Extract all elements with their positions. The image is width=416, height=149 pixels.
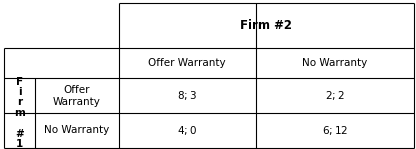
Text: Firm #2: Firm #2 bbox=[240, 19, 292, 32]
Text: $4; $0: $4; $0 bbox=[177, 124, 197, 137]
Text: $2;  $2: $2; $2 bbox=[325, 89, 345, 102]
Text: $8; $3: $8; $3 bbox=[177, 89, 197, 102]
Text: Offer
Warranty: Offer Warranty bbox=[53, 85, 101, 107]
Text: No Warranty: No Warranty bbox=[302, 58, 367, 68]
Text: $6; $12: $6; $12 bbox=[322, 124, 348, 137]
Text: F
i
r
m

#
1: F i r m # 1 bbox=[14, 77, 25, 149]
Text: No Warranty: No Warranty bbox=[45, 125, 109, 135]
Text: Offer Warranty: Offer Warranty bbox=[149, 58, 226, 68]
